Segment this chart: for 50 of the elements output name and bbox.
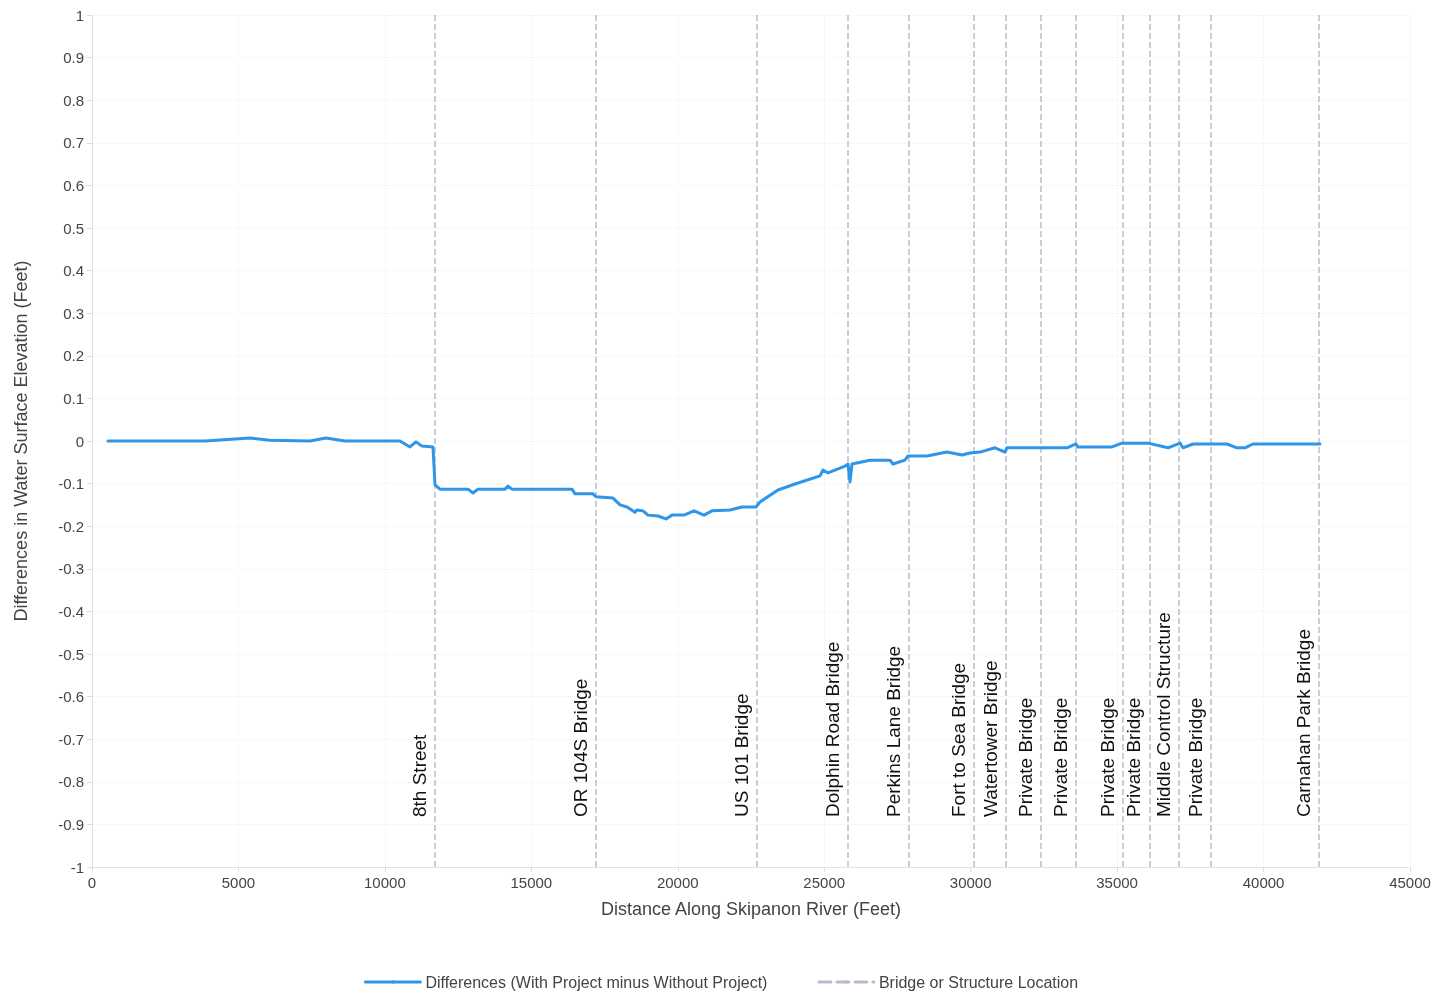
ref-line-label: Carnahan Park Bridge	[1293, 629, 1315, 817]
x-tick-label: 0	[87, 874, 97, 891]
y-tick-label: 0.8	[63, 91, 84, 109]
ref-line-label: Private Bridge	[1184, 697, 1206, 817]
x-tick-label: 20000	[656, 874, 699, 891]
legend-label: Bridge or Structure Location	[878, 973, 1079, 991]
y-tick-label: 0.5	[63, 219, 84, 237]
y-tick-label: -0.5	[58, 645, 84, 663]
y-tick-label: 0.3	[63, 304, 84, 322]
ref-line-label: US 101 Bridge	[730, 693, 752, 817]
y-tick-label: -1	[70, 858, 84, 876]
y-tick-label: -0.2	[58, 517, 84, 535]
ref-line-label: Private Bridge	[1096, 697, 1118, 817]
x-tick-label: 35000	[1096, 874, 1138, 891]
y-tick-label: 0	[75, 432, 84, 450]
x-tick-label: 10000	[364, 874, 406, 891]
ref-line-label: Perkins Lane Bridge	[883, 645, 905, 817]
ref-line-label: Watertower Bridge	[979, 660, 1001, 817]
ref-line-label: Fort to Sea Bridge	[947, 662, 969, 817]
x-tick-label: 25000	[803, 874, 846, 891]
y-tick-label: -0.6	[58, 688, 84, 706]
x-tick-label: 40000	[1242, 874, 1285, 891]
y-tick-label: 0.1	[63, 389, 84, 407]
x-tick-label: 15000	[510, 874, 553, 891]
x-tick-label: 5000	[221, 874, 256, 891]
y-tick-label: 0.9	[63, 49, 84, 67]
y-tick-label: -0.3	[58, 560, 84, 578]
line-series	[106, 436, 1322, 521]
ref-line-label: Dolphin Road Bridge	[821, 641, 843, 817]
y-tick-label: 0.2	[63, 347, 84, 365]
x-axis-title: Distance Along Skipanon River (Feet)	[600, 899, 902, 919]
ref-line-label: 8th Street	[408, 733, 430, 817]
ref-line-label: Private Bridge	[1123, 697, 1145, 817]
ref-line-label: Private Bridge	[1014, 697, 1036, 817]
y-tick-label: -0.1	[58, 475, 84, 493]
ref-line-label: Middle Control Structure	[1152, 612, 1174, 817]
ref-line-label: Private Bridge	[1050, 697, 1072, 817]
y-tick-label: 0.4	[63, 262, 84, 280]
y-tick-label: -0.8	[58, 773, 84, 791]
y-tick-label: 0.7	[63, 134, 84, 152]
x-tick-label: 30000	[949, 874, 992, 891]
x-tick-label: 45000	[1389, 874, 1431, 891]
y-tick-label: -0.9	[58, 815, 84, 833]
y-tick-label: -0.7	[58, 730, 84, 748]
y-axis-title: Differences in Water Surface Elevation (Feet)	[11, 260, 31, 622]
ref-line-label: OR 104S Bridge	[569, 678, 591, 817]
legend-label: Differences (With Project minus Without Project)	[425, 973, 768, 991]
y-tick-label: 1	[75, 6, 84, 24]
y-tick-label: 0.6	[63, 176, 84, 194]
y-tick-label: -0.4	[58, 602, 84, 620]
